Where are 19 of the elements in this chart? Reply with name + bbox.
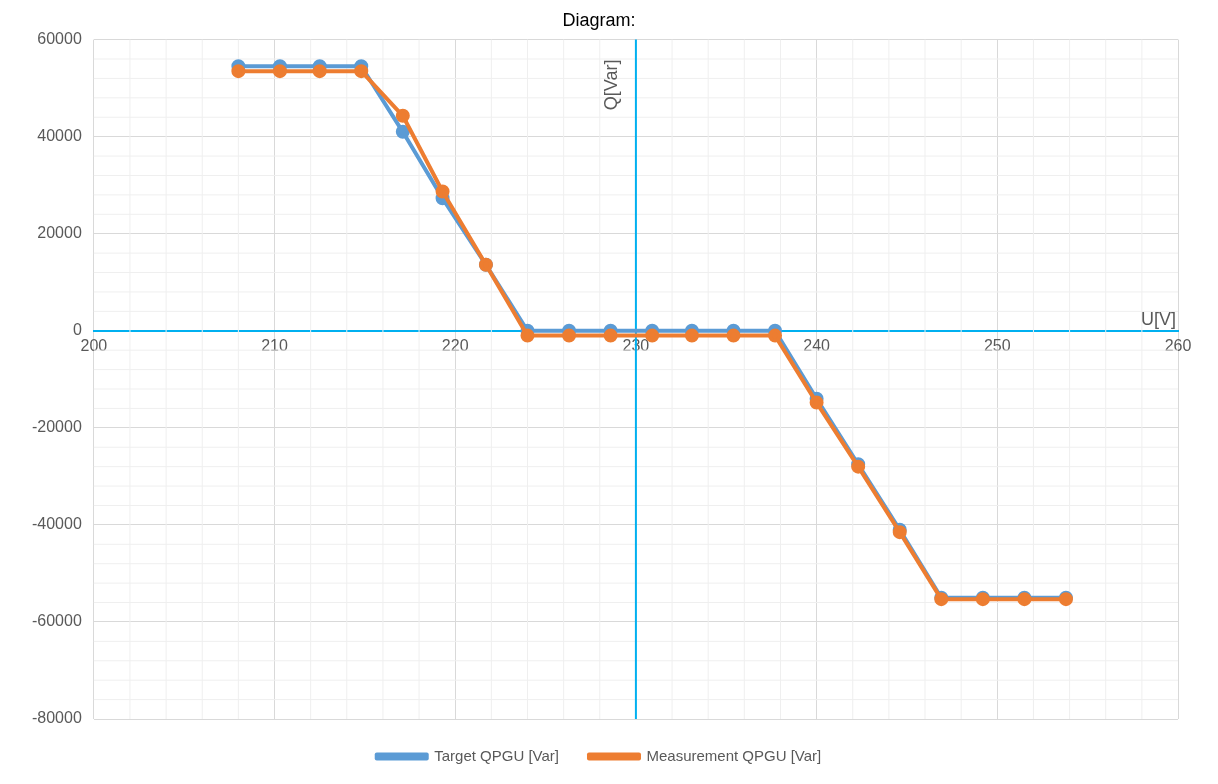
y-tick-label: 40000 [37, 127, 82, 145]
x-tick-label: 220 [441, 336, 469, 354]
x-tick-label: 210 [261, 336, 288, 354]
legend-label: Target QPGU [Var] [434, 746, 559, 764]
y-tick-label: 20000 [37, 224, 82, 242]
y-tick-label: 60000 [37, 30, 82, 48]
y-tick-label: -60000 [31, 612, 82, 630]
y-tick-label: -20000 [31, 418, 82, 436]
x-tick-label: 250 [983, 336, 1011, 354]
y-axis-title: Q[Var] [600, 59, 621, 111]
x-tick-label: 200 [80, 336, 108, 354]
y-tick-label: -40000 [31, 515, 82, 533]
chart-title: Diagram: [562, 9, 636, 30]
x-tick-label: 240 [803, 336, 831, 354]
y-tick-label: 0 [72, 321, 82, 339]
legend-label: Measurement QPGU [Var] [646, 746, 822, 764]
x-axis-title: U[V] [1140, 308, 1176, 329]
x-tick-label: 260 [1164, 336, 1192, 354]
y-tick-label: -80000 [31, 709, 82, 727]
